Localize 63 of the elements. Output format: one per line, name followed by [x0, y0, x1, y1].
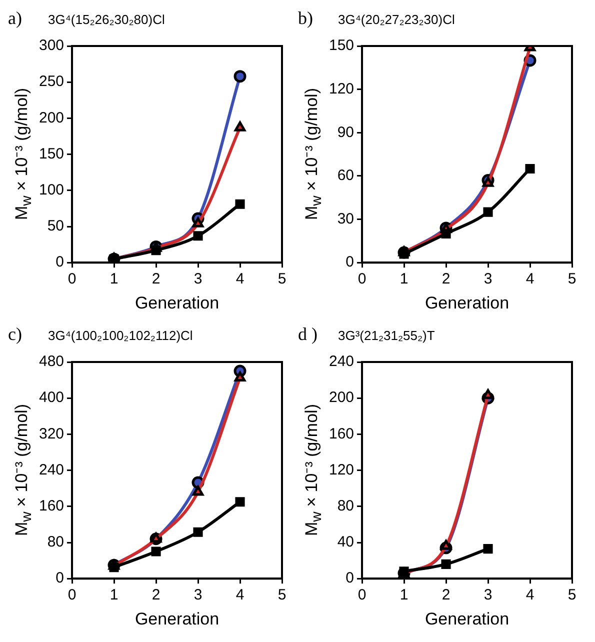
text: c) — [8, 324, 23, 345]
x-tick-label: 4 — [526, 586, 534, 604]
x-axis-title: Generation — [424, 609, 510, 628]
y-tick-label: 0 — [346, 570, 354, 587]
x-tick-label: 0 — [68, 270, 76, 288]
y-tick-label: 200 — [38, 109, 64, 126]
chart-title: 3G⁴(15₂26₂30₂80)Cl — [48, 12, 165, 27]
x-tick-label: 5 — [278, 586, 286, 604]
text: d ) — [298, 324, 318, 345]
y-tick-label: 0 — [346, 254, 354, 271]
x-tick-label: 0 — [68, 586, 76, 604]
y-tick-label: 160 — [38, 498, 64, 515]
y-tick-label: 80 — [337, 498, 354, 515]
x-tick-label: 3 — [484, 270, 492, 288]
x-tick-label: 2 — [442, 586, 450, 604]
y-tick-label: 100 — [38, 182, 64, 199]
y-tick-label: 250 — [38, 73, 64, 90]
y-tick-label: 120 — [328, 461, 354, 478]
y-tick-label: 60 — [337, 167, 354, 184]
x-tick-label: 2 — [442, 270, 450, 288]
x-tick-label: 4 — [236, 270, 244, 288]
y-tick-label: 50 — [47, 218, 64, 235]
chart-title: 3G⁴(100₂100₂102₂112)Cl — [48, 328, 193, 343]
y-tick-label: 120 — [328, 80, 354, 98]
x-tick-label: 3 — [484, 586, 492, 604]
x-tick-label: 1 — [110, 586, 118, 604]
x-tick-label: 0 — [358, 586, 366, 604]
x-axis-title: Generation — [134, 293, 220, 312]
y-tick-label: 0 — [56, 254, 64, 271]
x-tick-label: 1 — [400, 586, 408, 604]
x-tick-label: 2 — [152, 270, 160, 288]
y-tick-label: 90 — [337, 124, 354, 141]
y-tick-label: 40 — [337, 534, 354, 551]
y-tick-label: 400 — [38, 389, 64, 406]
y-tick-label: 30 — [337, 210, 354, 228]
x-tick-label: 5 — [278, 270, 286, 288]
x-tick-label: 1 — [400, 270, 408, 288]
x-tick-label: 5 — [568, 586, 576, 604]
x-tick-label: 0 — [358, 270, 366, 288]
y-tick-label: 150 — [38, 145, 64, 162]
text: a) — [8, 8, 23, 29]
y-tick-label: 240 — [38, 461, 64, 478]
x-tick-label: 3 — [194, 270, 202, 288]
x-tick-label: 5 — [568, 270, 576, 288]
y-tick-label: 150 — [328, 37, 354, 54]
x-tick-label: 1 — [110, 270, 118, 288]
y-tick-label: 480 — [38, 353, 64, 370]
x-axis-title: Generation — [134, 609, 220, 628]
y-tick-label: 200 — [328, 389, 354, 406]
y-tick-label: 80 — [47, 534, 64, 551]
x-axis-title: Generation — [424, 293, 510, 312]
chart-title: 3G³(21₂31₂55₂)T — [338, 328, 435, 343]
x-tick-label: 2 — [152, 586, 160, 604]
x-tick-label: 4 — [236, 586, 244, 604]
y-tick-label: 320 — [38, 425, 64, 442]
y-tick-label: 300 — [38, 37, 64, 54]
y-tick-label: 240 — [328, 353, 354, 370]
text: b) — [298, 8, 314, 29]
chart-title: 3G⁴(20₂27₂23₂30)Cl — [338, 12, 455, 27]
x-tick-label: 3 — [194, 586, 202, 604]
y-tick-label: 160 — [328, 425, 354, 442]
y-tick-label: 0 — [56, 570, 64, 587]
x-tick-label: 4 — [526, 270, 534, 288]
